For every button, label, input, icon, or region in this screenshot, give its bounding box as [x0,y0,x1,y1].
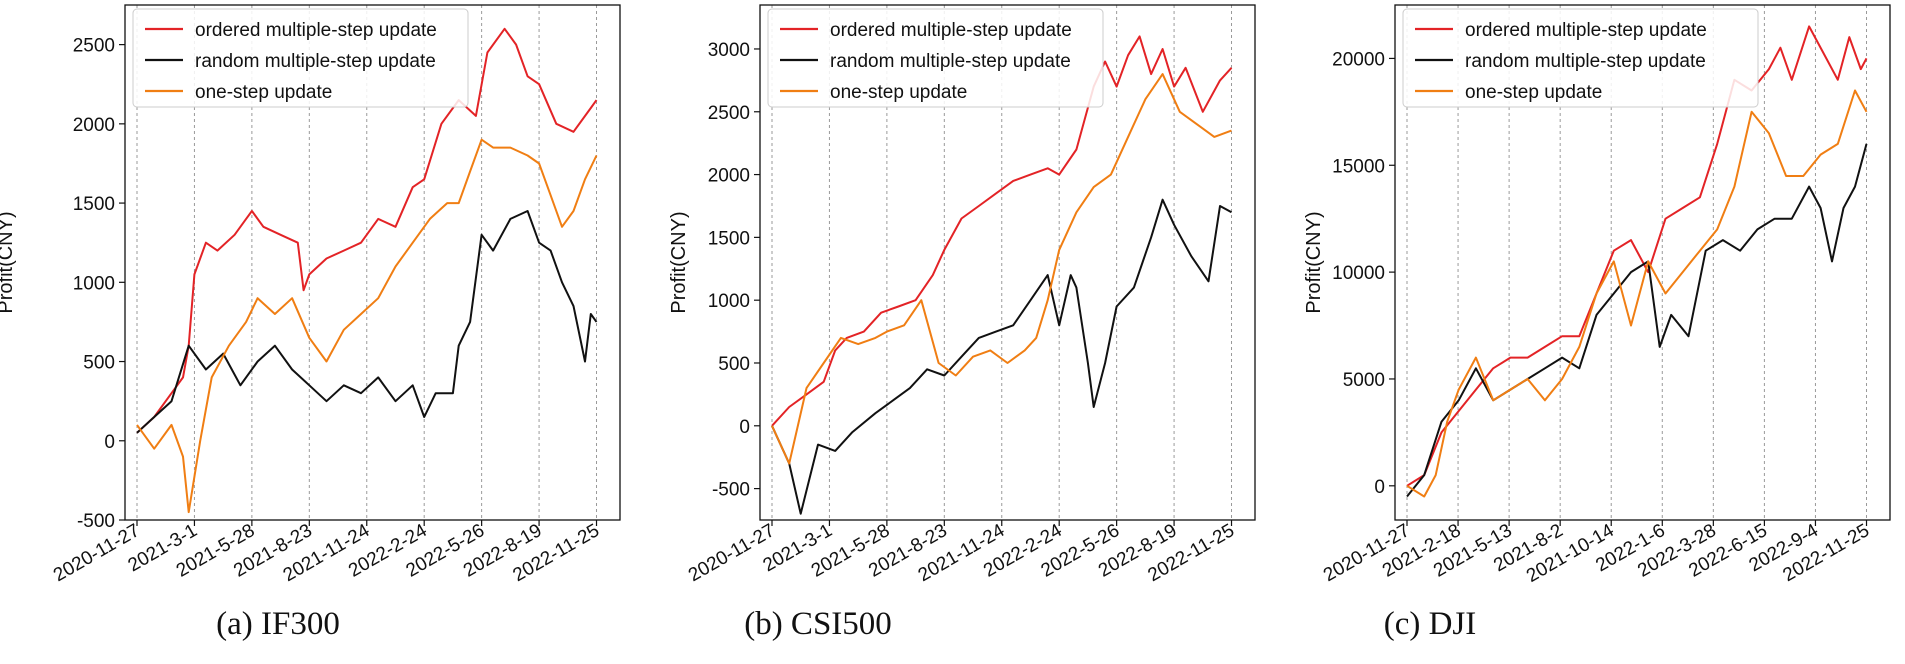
legend-label-if300-ordered: ordered multiple-step update [195,20,437,41]
chart-caption-csi500: (b) CSI500 [744,606,892,642]
y-axis-label-dji: Profit(CNY) [1303,211,1325,313]
chart-caption-if300: (a) IF300 [216,606,340,642]
legend-label-csi500-random: random multiple-step update [830,51,1071,72]
legend-label-dji-onestep: one-step update [1465,82,1602,103]
y-tick-label-csi500-2: 500 [718,354,750,375]
y-tick-label-dji-1: 5000 [1343,370,1385,391]
series-line-dji-random [1406,143,1868,498]
y-tick-label-if300-0: -500 [77,511,115,532]
legend-label-dji-ordered: ordered multiple-step update [1465,20,1707,41]
y-tick-label-dji-0: 0 [1374,477,1385,498]
y-axis-label-csi500: Profit(CNY) [668,211,690,313]
y-tick-label-if300-3: 1000 [73,273,115,294]
y-tick-label-if300-4: 1500 [73,194,115,215]
y-tick-label-if300-5: 2000 [73,115,115,136]
chart-panel-dji: 0 5000 10000 15000 20000 2020-11-27 2021-2-18 2… [1270,0,1905,664]
legend-label-dji-random: random multiple-step update [1465,51,1706,72]
y-tick-label-if300-2: 500 [83,353,115,374]
y-tick-label-csi500-6: 2500 [708,103,750,124]
y-tick-label-csi500-4: 1500 [708,228,750,249]
axes-frame-if300 [124,4,621,521]
chart-csi500: -5000500100015002000250030002020-11-2720… [668,4,1256,586]
y-tick-label-dji-4: 20000 [1332,49,1385,70]
series-line-if300-onestep [136,138,598,514]
axes-frame-csi500 [759,4,1256,521]
y-tick-label-dji-2: 10000 [1332,263,1385,284]
series-line-if300-ordered [136,27,598,434]
y-axis-label-if300: Profit(CNY) [0,211,17,313]
series-line-dji-onestep [1406,89,1868,498]
y-tick-label-csi500-1: 0 [739,417,750,438]
y-tick-label-csi500-0: -500 [712,480,750,501]
y-tick-label-csi500-7: 3000 [708,40,750,61]
legend-label-if300-onestep: one-step update [195,82,332,103]
legend-label-if300-random: random multiple-step update [195,51,436,72]
legend-label-csi500-onestep: one-step update [830,82,967,103]
chart-dji: 050001000015000200002020-11-272021-2-182… [1303,4,1891,587]
chart-if300: -500050010001500200025002020-11-272021-3… [0,4,621,586]
series-line-csi500-onestep [771,73,1232,465]
legend-box-dji [1402,8,1759,108]
series-line-dji-ordered [1406,25,1868,487]
chart-panel-csi500: -500 0 500 1000 1500 2000 2500 3000 2020-11-27 20… [635,0,1270,664]
chart-caption-dji: (c) DJI [1383,606,1477,642]
y-tick-label-if300-1: 0 [104,432,115,453]
series-line-csi500-random [771,198,1232,515]
y-tick-label-if300-6: 2500 [73,36,115,57]
y-tick-label-csi500-3: 1000 [708,291,750,312]
legend-box-csi500 [767,8,1104,108]
series-line-csi500-ordered [771,35,1233,427]
legend-box-if300 [132,8,469,108]
axes-frame-dji [1394,4,1891,521]
y-tick-label-dji-3: 15000 [1332,156,1385,177]
chart-panel-if300: -500 0 500 1000 1500 2000 2500 2020-11-27 2021-3… [0,0,635,664]
x-tick-label-csi500-0: 2020-11-27 [685,520,778,586]
y-tick-label-csi500-5: 2000 [708,166,750,187]
legend-label-csi500-ordered: ordered multiple-step update [830,20,1072,41]
series-line-if300-random [136,210,598,434]
